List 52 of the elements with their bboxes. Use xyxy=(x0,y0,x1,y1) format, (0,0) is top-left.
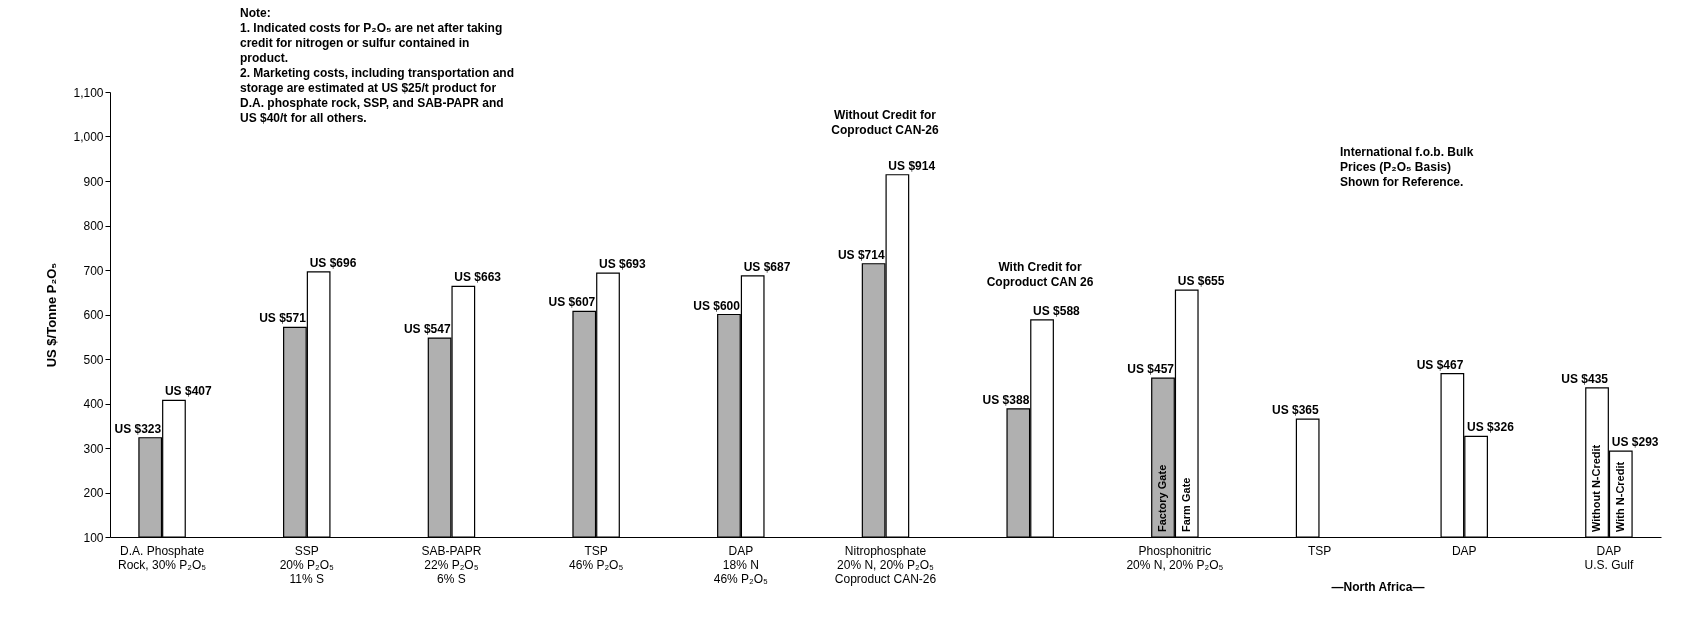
data-label: US $407 xyxy=(164,384,212,399)
x-tick-label: DAP U.S. Gulf xyxy=(1584,543,1634,572)
data-label: US $326 xyxy=(1467,420,1515,435)
data-label: US $467 xyxy=(1416,357,1464,372)
data-label: US $293 xyxy=(1611,435,1659,450)
annotation: International f.o.b. Bulk Prices (P₂O₅ Basis) Shown for Reference. xyxy=(1340,145,1474,189)
x-tick-label: DAP 18% N 46% P₂O₅ xyxy=(713,543,769,586)
y-tick-label: 600 xyxy=(83,308,104,322)
data-label: US $457 xyxy=(1127,362,1175,377)
data-label: US $687 xyxy=(743,259,791,274)
x-tick-label: SAB-PAPR 22% P₂O₅ 6% S xyxy=(421,543,482,586)
y-tick-label: 100 xyxy=(83,530,104,545)
series-label: With N-Credit xyxy=(1613,461,1626,532)
x-tick-label: SSP 20% P₂O₅ 11% S xyxy=(279,543,335,586)
series-label: Factory Gate xyxy=(1155,464,1168,532)
data-label: US $323 xyxy=(114,421,162,436)
data-label: US $547 xyxy=(403,322,451,337)
data-label: US $435 xyxy=(1561,371,1609,386)
x-tick-label: TSP xyxy=(1307,543,1332,558)
data-label: US $655 xyxy=(1177,274,1225,289)
x-tick-label: D.A. Phosphate Rock, 30% P₂O₅ xyxy=(117,543,207,572)
data-label: US $693 xyxy=(599,257,647,272)
data-label: US $588 xyxy=(1033,303,1081,318)
data-label: US $714 xyxy=(837,247,885,262)
series-label: Farm Gate xyxy=(1179,477,1192,532)
data-label: US $571 xyxy=(259,311,307,326)
annotation: Note: 1. Indicated costs for P₂O₅ are net after taking credit for nitrogen or sulfur contained in product. 2. Marketing costs, including transportation and storage are estimated at US $25/t product for D.A. phosphate rock, SSP, and SAB-PAPR and US $40/t for all others. xyxy=(240,6,515,125)
y-tick-label: 200 xyxy=(83,486,104,500)
y-tick-label: 300 xyxy=(83,441,104,456)
text: —North Africa— xyxy=(1331,580,1425,594)
y-axis-title: US $/Tonne P₂O₅ xyxy=(44,262,60,368)
y-tick-label: 800 xyxy=(83,219,104,233)
x-tick-label: Phosphonitric 20% N, 20% P₂O₅ xyxy=(1126,543,1224,572)
data-label: US $663 xyxy=(454,270,502,285)
series-label: Without N-Credit xyxy=(1590,444,1603,532)
y-tick-label: 1,000 xyxy=(73,130,104,144)
x-tick-label: TSP 46% P₂O₅ xyxy=(569,543,624,572)
x-tick-label: Nitrophosphate 20% N, 20% P₂O₅ Coproduct CAN-26 xyxy=(834,543,937,586)
data-label: US $914 xyxy=(888,158,936,173)
data-label: US $696 xyxy=(309,255,357,270)
annotation: Without Credit for Coproduct CAN-26 xyxy=(831,108,939,137)
data-label: US $600 xyxy=(693,298,741,313)
y-tick-label: 900 xyxy=(83,174,104,189)
y-tick-label: 700 xyxy=(83,263,104,278)
x-tick-label: DAP xyxy=(1451,543,1477,558)
data-label: US $388 xyxy=(982,392,1030,407)
y-tick-label: 500 xyxy=(83,352,104,367)
data-label: US $607 xyxy=(548,295,596,310)
y-tick-label: 1,100 xyxy=(73,85,104,100)
annotation: With Credit for Coproduct CAN 26 xyxy=(986,260,1094,289)
data-label: US $365 xyxy=(1271,403,1319,418)
y-tick-label: 400 xyxy=(83,397,104,411)
